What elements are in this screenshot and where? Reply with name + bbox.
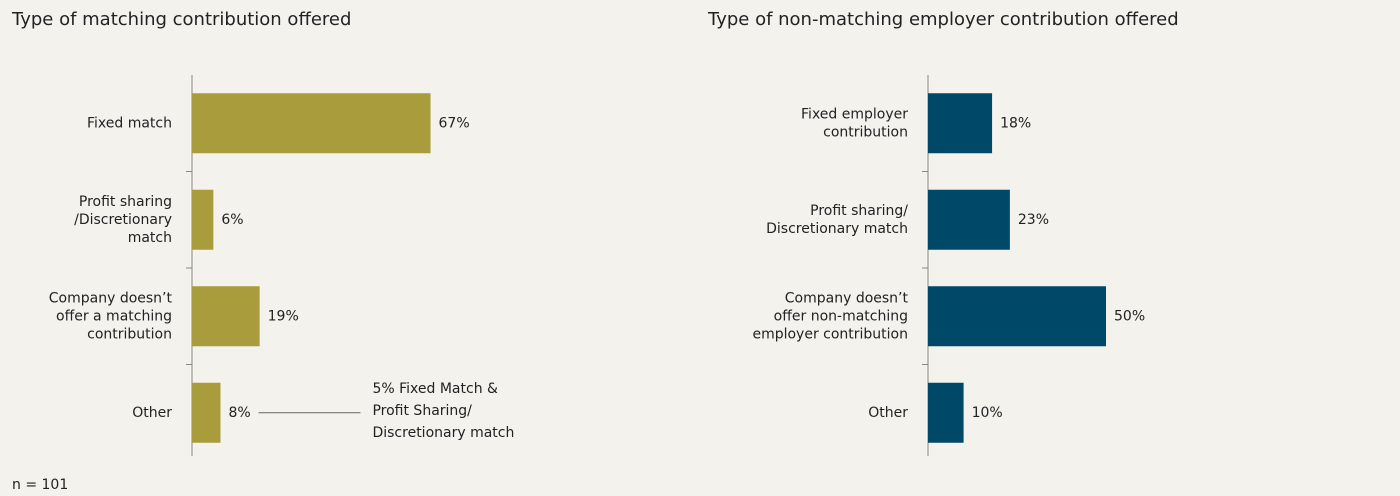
- category-label: Company doesn’t: [785, 290, 909, 306]
- category-label: contribution: [87, 326, 172, 342]
- value-label: 19%: [268, 308, 299, 324]
- bar: [928, 382, 964, 443]
- chart-title: Type of non-matching employer contributi…: [707, 9, 1179, 30]
- category-label: Discretionary match: [766, 221, 908, 237]
- annotation: 5% Fixed Match &: [372, 381, 498, 397]
- category-label: match: [128, 230, 172, 246]
- footnote: n = 101: [12, 477, 68, 493]
- category-label: offer a matching: [56, 308, 172, 324]
- category-label: Other: [132, 405, 172, 421]
- bar: [192, 286, 260, 347]
- category-label: Profit sharing: [79, 194, 172, 210]
- value-label: 6%: [221, 212, 243, 228]
- bar: [192, 93, 431, 154]
- chart-title: Type of matching contribution offered: [11, 9, 351, 30]
- value-label: 23%: [1018, 212, 1049, 228]
- value-label: 8%: [228, 405, 250, 421]
- annotation: Profit Sharing/: [372, 403, 472, 419]
- bar: [928, 189, 1010, 250]
- category-label: /Discretionary: [74, 212, 172, 228]
- value-label: 18%: [1000, 115, 1031, 131]
- category-label: Other: [868, 405, 908, 421]
- category-label: Company doesn’t: [49, 290, 173, 306]
- category-label: Fixed match: [87, 115, 172, 131]
- value-label: 50%: [1114, 308, 1145, 324]
- bar: [928, 286, 1106, 347]
- value-label: 67%: [439, 115, 470, 131]
- category-label: Fixed employer: [801, 106, 908, 122]
- annotation: Discretionary match: [372, 425, 514, 441]
- value-label: 10%: [972, 405, 1003, 421]
- bar: [192, 382, 221, 443]
- category-label: contribution: [823, 124, 908, 140]
- bar: [192, 189, 214, 250]
- category-label: employer contribution: [752, 326, 908, 342]
- bar: [928, 93, 993, 154]
- category-label: offer non-matching: [774, 308, 908, 324]
- category-label: Profit sharing/: [810, 203, 908, 219]
